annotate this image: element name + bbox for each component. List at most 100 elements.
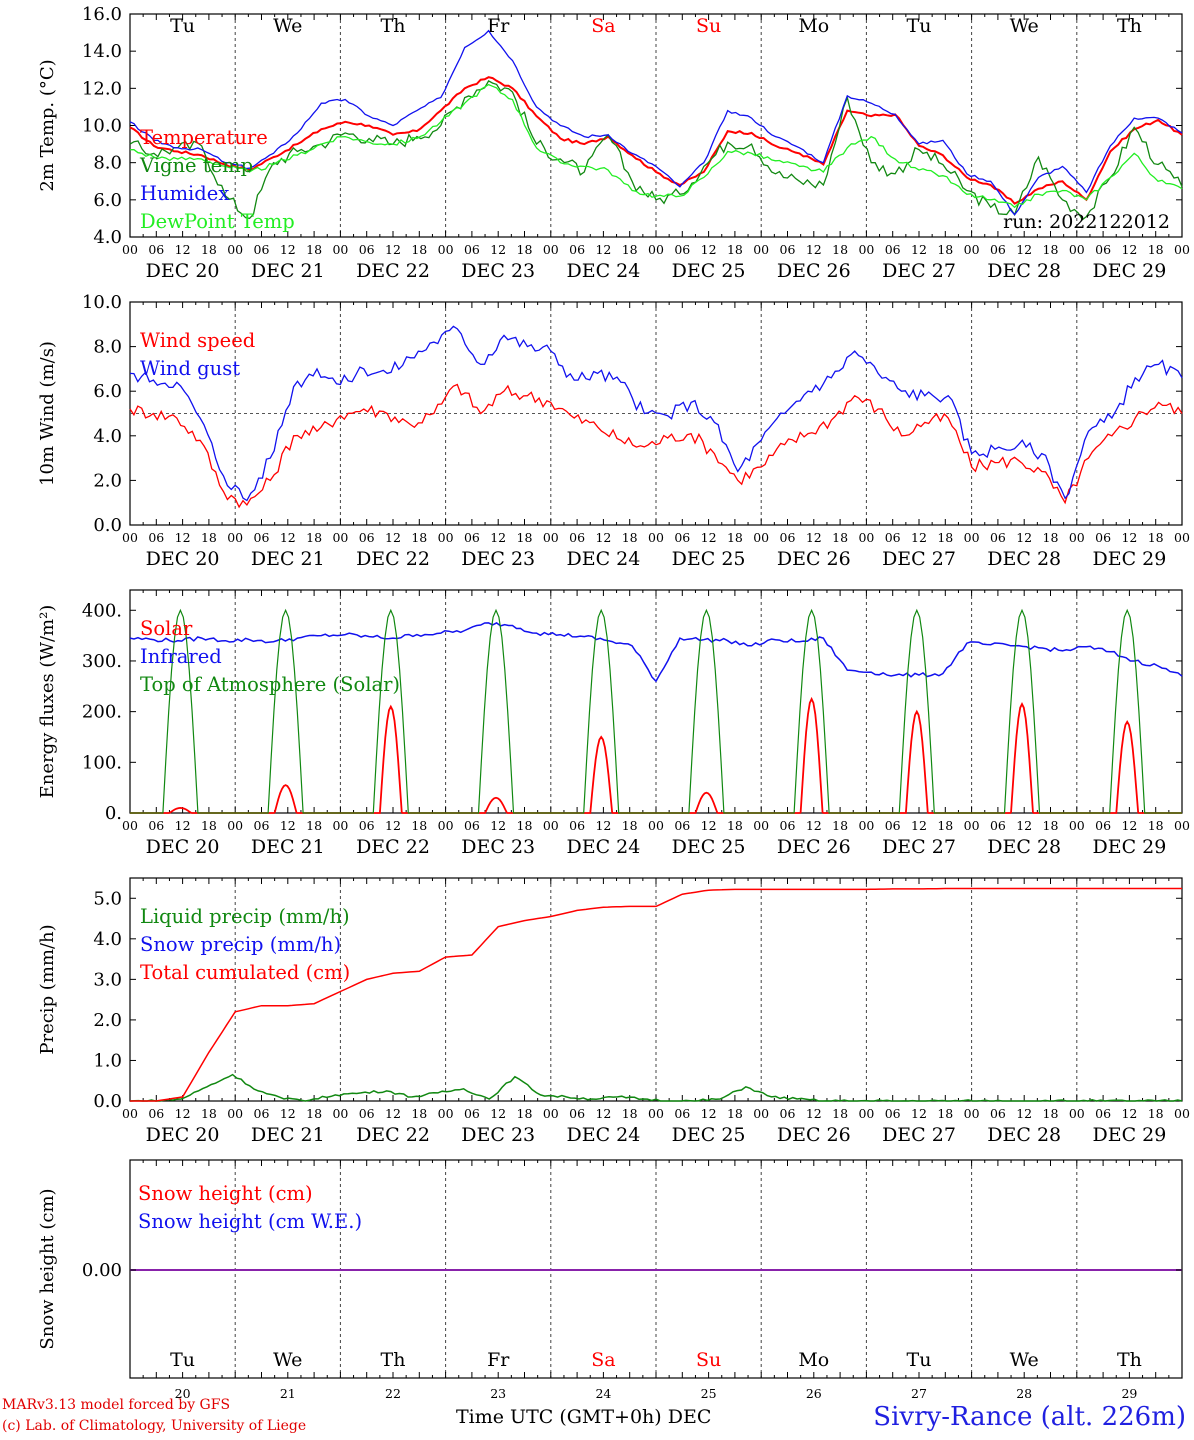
series-infrared-line (129, 622, 1183, 683)
hour-tick-label: 12 (595, 242, 611, 257)
hour-tick-label: 00 (753, 818, 769, 833)
hour-tick-label: 18 (1043, 1106, 1059, 1121)
hour-tick-label: 00 (964, 1106, 980, 1121)
hour-tick-label: 00 (332, 242, 348, 257)
date-label: DEC 20 (146, 836, 220, 858)
y-tick-label: 100. (82, 752, 122, 773)
hour-tick-label: 18 (517, 530, 533, 545)
hour-tick-label: 12 (911, 1106, 927, 1121)
hour-tick-label: 00 (438, 1106, 454, 1121)
hour-tick-label: 18 (1148, 818, 1164, 833)
series-top-of-atmosphere-solar--line (130, 608, 1182, 814)
hour-tick-label: 12 (1121, 530, 1137, 545)
hour-tick-label: 12 (490, 1106, 506, 1121)
hour-tick-label: 12 (701, 242, 717, 257)
legend-entry: Liquid precip (mm/h) (140, 905, 350, 928)
date-label: DEC 20 (146, 1124, 220, 1146)
hour-tick-label: 06 (990, 530, 1006, 545)
y-tick-label: 2.0 (93, 470, 122, 491)
hour-tick-label: 00 (753, 1106, 769, 1121)
panel-frame-2 (129, 589, 1183, 814)
hour-tick-label: 12 (175, 530, 191, 545)
hour-tick-label: 12 (911, 530, 927, 545)
hour-tick-label: 12 (385, 1106, 401, 1121)
y-tick-label: 300. (82, 651, 122, 672)
y-tick-label: 2.0 (93, 1010, 122, 1031)
hour-tick-label: 06 (254, 1106, 270, 1121)
hour-tick-label: 00 (858, 818, 874, 833)
y-tick-label: 6.0 (93, 190, 122, 211)
hour-tick-label: 06 (148, 530, 164, 545)
hour-tick-label: 18 (517, 1106, 533, 1121)
hour-tick-label: 06 (674, 530, 690, 545)
y-tick-label: 3.0 (93, 969, 122, 990)
day-number-label: 21 (280, 1386, 296, 1401)
date-label: DEC 26 (777, 260, 851, 282)
hour-tick-label: 18 (306, 818, 322, 833)
weekday-label: Tu (170, 1349, 195, 1371)
hour-tick-label: 06 (464, 242, 480, 257)
hour-tick-label: 06 (569, 530, 585, 545)
weekday-label: Sa (591, 1349, 615, 1371)
weekday-label: We (1010, 1349, 1039, 1371)
hour-tick-label: 00 (648, 530, 664, 545)
hour-tick-label: 18 (411, 818, 427, 833)
date-label: DEC 29 (1092, 836, 1166, 858)
day-number-label: 29 (1121, 1386, 1137, 1401)
hour-tick-label: 00 (543, 530, 559, 545)
hour-tick-label: 00 (122, 1106, 138, 1121)
hour-tick-label: 12 (806, 818, 822, 833)
hour-tick-label: 12 (175, 818, 191, 833)
y-tick-label: 10.0 (82, 292, 122, 313)
series-wind-speed-line (129, 383, 1183, 509)
hour-tick-label: 00 (227, 818, 243, 833)
legend-entry: Vigne temp (139, 154, 253, 177)
hour-tick-label: 18 (1043, 818, 1059, 833)
weekday-label: Th (381, 15, 406, 37)
hour-tick-label: 18 (727, 1106, 743, 1121)
day-number-label: 20 (175, 1386, 191, 1401)
hour-tick-label: 06 (885, 818, 901, 833)
hour-tick-label: 00 (1174, 1106, 1190, 1121)
date-label: DEC 25 (672, 836, 746, 858)
hour-tick-label: 06 (254, 818, 270, 833)
hour-tick-label: 00 (543, 1106, 559, 1121)
y-axis-label: 2m Temp. (°C) (37, 59, 58, 191)
date-label: DEC 24 (566, 1124, 640, 1146)
hour-tick-label: 00 (1069, 1106, 1085, 1121)
weekday-label: We (273, 15, 302, 37)
y-tick-label: 8.0 (93, 337, 122, 358)
hour-tick-label: 18 (201, 818, 217, 833)
date-label: DEC 24 (566, 548, 640, 570)
hour-tick-label: 00 (858, 242, 874, 257)
hour-tick-label: 06 (1095, 242, 1111, 257)
date-label: DEC 28 (987, 260, 1061, 282)
hour-tick-label: 18 (1148, 1106, 1164, 1121)
hour-tick-label: 06 (359, 530, 375, 545)
hour-tick-label: 18 (1043, 530, 1059, 545)
hour-tick-label: 12 (701, 818, 717, 833)
y-tick-label: 16.0 (82, 4, 122, 25)
date-label: DEC 21 (251, 548, 325, 570)
date-label: DEC 27 (882, 548, 956, 570)
hour-tick-label: 06 (148, 1106, 164, 1121)
hour-tick-label: 12 (1016, 1106, 1032, 1121)
hour-tick-label: 00 (438, 242, 454, 257)
hour-tick-label: 06 (1095, 1106, 1111, 1121)
hour-tick-label: 12 (1016, 818, 1032, 833)
hour-tick-label: 18 (517, 818, 533, 833)
date-label: DEC 20 (146, 548, 220, 570)
hour-tick-label: 00 (332, 1106, 348, 1121)
date-label: DEC 24 (566, 260, 640, 282)
hour-tick-label: 18 (622, 1106, 638, 1121)
hour-tick-label: 18 (306, 1106, 322, 1121)
hour-tick-label: 06 (254, 530, 270, 545)
date-label: DEC 27 (882, 1124, 956, 1146)
hour-tick-label: 18 (622, 818, 638, 833)
hour-tick-label: 12 (806, 242, 822, 257)
y-tick-label: 4.0 (93, 929, 122, 950)
series-total-cumulated-cm--line (130, 887, 1182, 1102)
hour-tick-label: 18 (832, 1106, 848, 1121)
hour-tick-label: 06 (464, 1106, 480, 1121)
hour-tick-label: 06 (464, 530, 480, 545)
